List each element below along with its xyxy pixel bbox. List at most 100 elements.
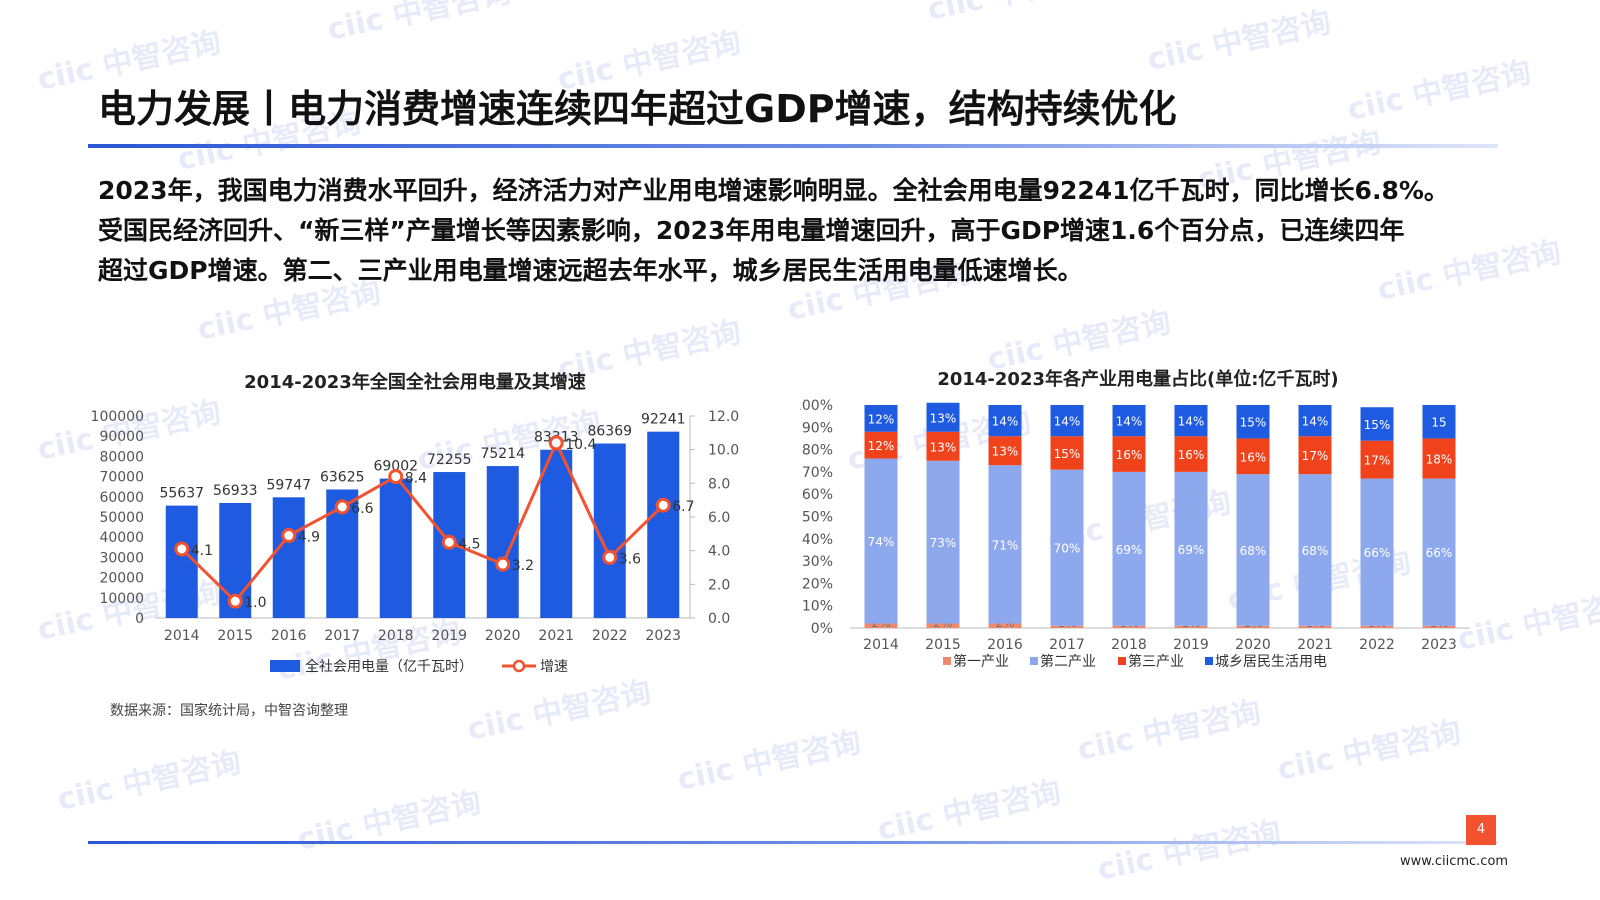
growth-point-2021 (548, 435, 564, 451)
growth-point-2023 (655, 497, 671, 513)
segment-2018-3 (1112, 405, 1146, 437)
segment-2022-3 (1360, 407, 1394, 441)
y-tick-label: 60% (802, 487, 833, 503)
x-tick-label: 2021 (538, 628, 574, 644)
watermark-logo: ciic 中智咨询 (294, 785, 484, 858)
legend-label: 第一产业 (953, 653, 1009, 670)
segment-2019-2 (1174, 436, 1208, 472)
segment-2017-1 (1050, 469, 1084, 626)
segment-2018-1 (1112, 471, 1146, 626)
growth-value-label: 6.7 (672, 499, 694, 515)
chart-title: 2014-2023年全国全社会用电量及其增速 (244, 371, 586, 393)
segment-2018-2 (1112, 436, 1146, 472)
segment-value-label: 17% (1364, 454, 1391, 468)
watermark-logo: ciic 中智咨询 (1094, 815, 1284, 888)
segment-value-label: 73% (930, 536, 957, 550)
y-tick-label: 40% (802, 532, 833, 548)
legend-swatch-consumption (270, 660, 300, 672)
segment-value-label: 14% (992, 415, 1019, 429)
segment-2023-0 (1422, 625, 1456, 628)
segment-value-label: 68% (1302, 544, 1329, 558)
growth-value-label: 8.4 (405, 471, 427, 487)
growth-value-label: 3.6 (619, 551, 641, 567)
x-tick-label: 2014 (863, 637, 899, 653)
segment-value-label: 14% (1178, 415, 1205, 429)
segment-2022-2 (1360, 440, 1394, 479)
y-tick-label: 90% (802, 420, 833, 436)
segment-value-label: 15% (1240, 416, 1267, 430)
legend-swatch-1 (1030, 657, 1038, 665)
growth-rate-line (180, 439, 665, 604)
y-tick-label: 30% (802, 554, 833, 570)
x-tick-label: 2020 (485, 628, 521, 644)
x-tick-label: 2016 (987, 637, 1023, 653)
y-left-tick-label: 20000 (99, 571, 144, 587)
growth-value-label: 10.4 (565, 437, 596, 453)
segment-2016-2 (988, 436, 1022, 466)
growth-point-2020 (495, 556, 511, 572)
page-title: 电力发展丨电力消费增速连续四年超过GDP增速，结构持续优化 (98, 87, 1177, 131)
legend-label-growth: 增速 (540, 659, 568, 675)
bar-value-label: 59747 (266, 477, 311, 493)
watermark-logo: ciic 中智咨询 (674, 725, 864, 798)
segment-2016-1 (988, 465, 1022, 624)
segment-value-label: 12% (868, 439, 895, 453)
segment-2015-3 (926, 402, 960, 432)
footer-divider (88, 841, 1498, 844)
segment-value-label: 14% (1054, 415, 1081, 429)
y-left-tick-label: 90000 (99, 429, 144, 445)
data-source-note: 数据来源：国家统计局，中智咨询整理 (110, 703, 348, 719)
segment-value-label: 69% (1116, 543, 1143, 557)
segment-2021-0 (1298, 625, 1332, 628)
x-tick-label: 2022 (592, 628, 628, 644)
legend-label: 第三产业 (1128, 653, 1184, 670)
bar-2022 (593, 443, 626, 618)
growth-value-label: 4.9 (298, 530, 320, 546)
y-tick-label: 20% (802, 576, 833, 592)
growth-point-2019 (441, 534, 457, 550)
bar-value-label: 92241 (641, 412, 686, 428)
y-right-tick-label: 10.0 (708, 443, 739, 459)
segment-2016-0 (988, 623, 1022, 628)
legend-marker-growth (512, 659, 526, 673)
segment-2020-2 (1236, 438, 1270, 475)
watermark-logo: ciic 中智咨询 (1274, 715, 1464, 788)
segment-value-label: 13% (930, 440, 957, 454)
segment-2021-1 (1298, 474, 1332, 626)
y-left-tick-label: 60000 (99, 490, 144, 506)
y-right-tick-label: 0.0 (708, 611, 730, 627)
legend-label-consumption: 全社会用电量（亿千瓦时） (305, 658, 473, 675)
y-left-tick-label: 100000 (91, 409, 144, 425)
segment-value-label: 14% (1302, 415, 1329, 429)
legend-label: 城乡居民生活用电 (1215, 654, 1327, 670)
segment-2015-1 (926, 460, 960, 624)
bar-2016 (272, 497, 305, 618)
x-tick-label: 2015 (217, 628, 253, 644)
y-tick-label: 70% (802, 465, 833, 481)
y-right-tick-label: 4.0 (708, 544, 730, 560)
bar-value-label: 86369 (587, 424, 632, 440)
growth-point-2017 (334, 499, 350, 515)
segment-2015-2 (926, 431, 960, 461)
growth-point-2016 (281, 528, 297, 544)
y-tick-label: 50% (802, 510, 833, 526)
chart-title: 2014-2023年各产业用电量占比(单位:亿千瓦时) (937, 368, 1338, 390)
website-url[interactable]: www.ciicmc.com (1400, 854, 1509, 869)
segment-2021-3 (1298, 405, 1332, 437)
y-left-tick-label: 70000 (99, 470, 144, 486)
segment-2019-0 (1174, 625, 1208, 628)
y-left-tick-label: 10000 (99, 591, 144, 607)
y-left-tick-label: 40000 (99, 530, 144, 546)
growth-value-label: 3.2 (512, 558, 534, 574)
bar-value-label: 75214 (480, 446, 525, 462)
bar-value-label: 55637 (159, 486, 204, 502)
legend-swatch-2 (1118, 657, 1126, 665)
segment-value-label: 15% (1054, 447, 1081, 461)
x-tick-label: 2016 (271, 628, 307, 644)
segment-value-label: 66% (1364, 546, 1391, 560)
segment-2018-0 (1112, 625, 1146, 628)
x-tick-label: 2017 (1049, 637, 1085, 653)
x-tick-label: 2020 (1235, 637, 1271, 653)
summary-line-3: 超过GDP增速。第二、三产业用电量增速远超去年水平，城乡居民生活用电量低速增长。 (98, 256, 1083, 285)
x-tick-label: 2023 (645, 628, 681, 644)
